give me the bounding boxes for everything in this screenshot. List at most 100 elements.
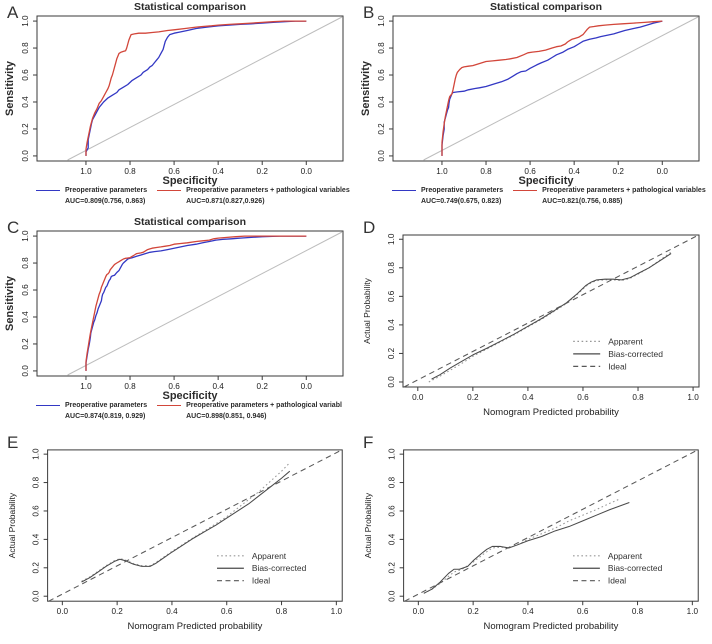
calibration-chart-F: 0.0 0.2 0.4 0.6 0.8 1.0 0.0 0.2 0.4 0.6 0.8 1.0 Nomo… <box>363 448 699 632</box>
x-tick-label: 0.8 <box>124 382 136 391</box>
x-tick-label: 0.2 <box>467 393 479 402</box>
y-tick-label: 0.2 <box>21 338 30 350</box>
series-ideal <box>403 234 699 388</box>
y-tick-label: 0.8 <box>377 42 386 54</box>
x-axis-label: Specificity <box>518 175 574 187</box>
y-tick-label: 1.0 <box>388 448 397 460</box>
x-tick-label: 0.0 <box>412 393 424 402</box>
x-tick-label: 0.4 <box>522 607 534 616</box>
panel-A: A 1.0 0.8 0.6 0.4 0.2 0.0 0.0 0.2 0.4 0.6 0.8 1.0 St… <box>0 0 356 215</box>
x-tick-label: 0.0 <box>657 167 669 176</box>
y-axis-label: Sensitivity <box>4 275 16 331</box>
series-preoperative-parameters-pathological-variables <box>441 20 663 156</box>
legend-item: Preoperative parameters + pathological v… <box>157 401 355 422</box>
plot-box <box>36 230 344 377</box>
legend-auc: AUC=0.871(0.827,0.926) <box>186 198 265 206</box>
plot-box <box>47 449 343 602</box>
y-axis-label: Sensitivity <box>4 60 16 116</box>
x-tick-label: 0.2 <box>111 607 123 616</box>
chart-title: Statistical comparison <box>134 1 246 13</box>
panel-letter-F: F <box>363 433 374 452</box>
chance-diagonal <box>423 16 699 161</box>
panel-C: C 1.0 0.8 0.6 0.4 0.2 0.0 0.0 0.2 0.4 0.6 0.8 1.0 St… <box>0 215 356 430</box>
y-tick-label: 0.6 <box>377 69 386 81</box>
series-preoperative-parameters <box>85 20 307 156</box>
y-tick-label: 1.0 <box>377 15 386 27</box>
legend-label: Apparent <box>608 551 643 561</box>
y-tick-label: 0.0 <box>21 365 30 377</box>
x-tick-label: 0.4 <box>212 382 224 391</box>
legend-label: Bias-corrected <box>608 349 663 359</box>
x-tick-label: 0.4 <box>166 607 178 616</box>
plot-box <box>403 449 699 602</box>
y-tick-label: 0.6 <box>387 290 396 302</box>
panel-E: E 0.0 0.2 0.4 0.6 0.8 1.0 0.0 0.2 0.4 0.6 0.8 1.0 No… <box>0 430 356 644</box>
y-tick-label: 0.2 <box>21 123 30 135</box>
series-apparent <box>423 499 619 594</box>
chance-diagonal <box>67 16 343 161</box>
x-tick-label: 0.2 <box>613 167 625 176</box>
y-tick-label: 0.8 <box>32 476 41 488</box>
y-tick-label: 0.4 <box>32 533 41 545</box>
y-tick-label: 0.2 <box>32 562 41 574</box>
y-tick-label: 0.2 <box>388 562 397 574</box>
red-line-swatch <box>513 190 538 192</box>
x-tick-label: 0.4 <box>212 167 224 176</box>
legend-label: Preoperative parameters + pathological v… <box>542 187 706 194</box>
y-tick-label: 0.0 <box>387 376 396 388</box>
y-tick-label: 1.0 <box>21 230 30 242</box>
roc-legend-C: Preoperative parameters AUC=0.874(0.819,… <box>36 401 355 422</box>
x-tick-label: 1.0 <box>687 393 699 402</box>
legend-auc: AUC=0.749(0.675, 0.823) <box>421 198 502 206</box>
x-tick-label: 0.4 <box>568 167 580 176</box>
x-axis-label: Nomogram Predicted probability <box>484 621 619 632</box>
legend-label: Preoperative parameters <box>65 187 148 194</box>
panel-letter-D: D <box>363 218 376 237</box>
x-tick-label: 0.4 <box>522 393 534 402</box>
y-axis-label: Sensitivity <box>360 60 372 116</box>
roc-chart-C: 1.0 0.8 0.6 0.4 0.2 0.0 0.0 0.2 0.4 0.6 0.8 1.0 Stat… <box>4 216 344 402</box>
legend-item: Preoperative parameters AUC=0.749(0.675,… <box>392 186 503 207</box>
x-tick-label: 0.6 <box>577 607 589 616</box>
legend-label: Apparent <box>608 336 643 346</box>
y-tick-label: 0.6 <box>21 284 30 296</box>
roc-legend-A: Preoperative parameters AUC=0.809(0.756,… <box>36 186 355 207</box>
legend-item: Preoperative parameters + pathological v… <box>513 186 711 207</box>
x-tick-label: 0.2 <box>467 607 479 616</box>
red-line-swatch <box>157 190 182 192</box>
x-axis-label: Specificity <box>162 390 218 402</box>
x-axis-label: Nomogram Predicted probability <box>483 407 619 418</box>
series-bias-corrected <box>431 253 672 380</box>
y-tick-label: 0.0 <box>388 590 397 602</box>
series-ideal <box>404 449 699 602</box>
legend-label: Preoperative parameters + pathological v… <box>186 187 350 194</box>
series-bias-corrected <box>81 470 291 583</box>
y-tick-label: 0.4 <box>388 533 397 545</box>
x-tick-label: 0.6 <box>221 607 233 616</box>
series-apparent <box>428 251 672 383</box>
plot-box <box>392 15 700 162</box>
blue-line-swatch <box>36 190 60 192</box>
series-preoperative-parameters <box>441 20 663 156</box>
legend-label: Bias-corrected <box>252 563 307 573</box>
legend-label: Preoperative parameters <box>421 187 504 194</box>
legend-label: Bias-corrected <box>608 563 663 573</box>
series-apparent <box>81 462 291 582</box>
legend-label: Preoperative parameters + pathological v… <box>186 402 342 409</box>
legend-label: Ideal <box>608 361 627 371</box>
legend-auc: AUC=0.809(0.756, 0.863) <box>65 198 146 206</box>
y-tick-label: 0.6 <box>32 505 41 517</box>
series-preoperative-parameters-pathological-variables <box>85 20 307 156</box>
series-bias-corrected <box>423 501 630 594</box>
panel-letter-A: A <box>7 3 19 22</box>
y-tick-label: 0.8 <box>21 257 30 269</box>
legend-label: Ideal <box>608 576 626 586</box>
legend-item: Preoperative parameters + pathological v… <box>157 186 355 207</box>
x-tick-label: 1.0 <box>436 167 448 176</box>
y-tick-label: 1.0 <box>21 15 30 27</box>
panel-letter-C: C <box>7 218 20 237</box>
red-line-swatch <box>157 405 182 407</box>
x-tick-label: 0.0 <box>301 167 313 176</box>
blue-line-swatch <box>36 405 60 407</box>
